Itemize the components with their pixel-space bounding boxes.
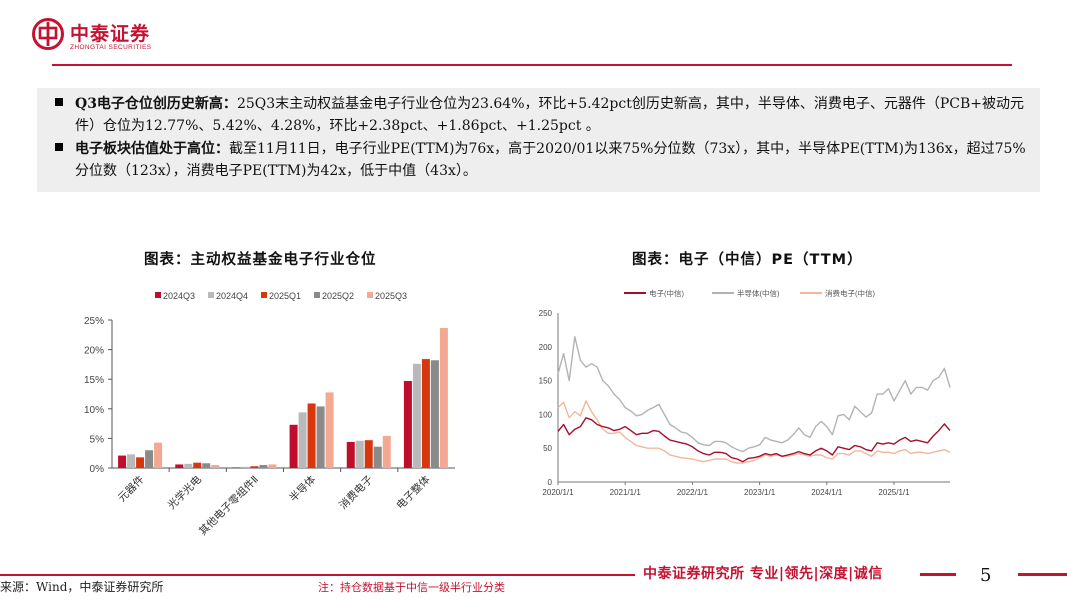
category-label-其他电子零组件Ⅱ: 其他电子零组件Ⅱ xyxy=(196,473,261,538)
bar-2025Q3-光学光电 xyxy=(211,465,220,468)
category-label-电子整体: 电子整体 xyxy=(394,473,433,512)
bar-2025Q2-消费电子 xyxy=(373,446,382,468)
bar-2024Q4-光学光电 xyxy=(184,463,193,468)
footer-rule-right xyxy=(1018,573,1067,576)
bar-2024Q4-元器件 xyxy=(127,454,136,468)
bar-2025Q3-消费电子 xyxy=(382,435,391,468)
fund-position-bar-chart: 2024Q3 2024Q4 2025Q1 2025Q2 2025Q3 25% 20% 15% 1… xyxy=(84,291,455,538)
zhongtai-logo: 中泰证券 ZHONGTAI SECURITIES xyxy=(32,18,252,58)
legend-swatch-2025Q1 xyxy=(261,292,267,298)
category-label-半导体: 半导体 xyxy=(287,473,319,505)
legend-label-2025Q2: 2025Q2 xyxy=(322,291,354,301)
bar-2025Q3-半导体 xyxy=(325,392,334,468)
bar-2025Q3-其他电子零组件Ⅱ xyxy=(268,464,277,468)
x-tick-label: 2020/1/1 xyxy=(542,488,574,497)
summary-bullet-1: Q3电子仓位创历史新高：25Q3末主动权益基金电子行业仓位为23.64%，环比+… xyxy=(47,93,1027,137)
legend-swatch-2025Q2 xyxy=(314,292,320,298)
bar-2025Q1-电子整体 xyxy=(421,359,430,468)
pe-ttm-line-chart: 电子(中信) 半导体(中信) 消费电子(中信) 250 200 150 100 50 02020… xyxy=(539,288,951,497)
logo-mark-icon xyxy=(32,18,64,50)
bullet-1-heading: Q3电子仓位创历史新高： xyxy=(75,96,237,112)
x-tick-label: 2024/1/1 xyxy=(811,488,843,497)
y-tick-label: 15% xyxy=(84,375,104,386)
y-tick-label: 100 xyxy=(539,410,553,419)
page-number: 5 xyxy=(980,565,992,586)
y-tick-label: 20% xyxy=(84,346,104,357)
bar-2025Q2-半导体 xyxy=(316,406,325,468)
category-label-消费电子: 消费电子 xyxy=(336,473,375,512)
y-tick-label: 10% xyxy=(84,405,104,416)
bar-2024Q4-半导体 xyxy=(298,412,307,468)
bar-2025Q1-其他电子零组件Ⅱ xyxy=(250,466,259,468)
bar-2025Q3-元器件 xyxy=(154,442,163,468)
legend-label-电子(中信): 电子(中信) xyxy=(649,288,684,298)
brand-name: 中泰证券 xyxy=(70,23,151,45)
legend-label-半导体(中信): 半导体(中信) xyxy=(737,288,780,298)
chart2-title: 图表：电子（中信）PE（TTM） xyxy=(632,252,863,268)
legend-label-2024Q3: 2024Q3 xyxy=(163,291,195,301)
source-note: 来源：Wind，中泰证券研究所 xyxy=(0,580,164,594)
y-tick-label: 200 xyxy=(539,343,553,352)
category-label-元器件: 元器件 xyxy=(116,474,147,505)
bullet-square-icon xyxy=(55,143,63,151)
series-line-电子(中信) xyxy=(557,417,951,463)
legend-label-2024Q4: 2024Q4 xyxy=(216,291,248,301)
bar-2024Q4-其他电子零组件Ⅱ xyxy=(241,466,250,468)
legend-swatch-2025Q3 xyxy=(367,292,373,298)
bar-2025Q2-其他电子零组件Ⅱ xyxy=(259,465,268,468)
bar-2024Q3-半导体 xyxy=(289,424,298,468)
bullet-square-icon xyxy=(55,98,63,106)
y-tick-label: 0% xyxy=(90,464,105,475)
category-label-光学光电: 光学光电 xyxy=(165,473,204,512)
bar-2025Q2-电子整体 xyxy=(430,360,439,468)
bar-2025Q2-光学光电 xyxy=(202,463,211,468)
bar-2024Q3-消费电子 xyxy=(346,441,355,468)
y-tick-label: 0 xyxy=(548,478,553,487)
y-tick-label: 25% xyxy=(84,316,104,327)
footer-rule-left xyxy=(0,574,635,576)
bar-2025Q1-半导体 xyxy=(307,403,316,468)
series-line-消费电子(中信) xyxy=(557,400,951,464)
legend-label-2025Q3: 2025Q3 xyxy=(375,291,407,301)
bullet-2-heading: 电子板块估值处于高位： xyxy=(75,141,229,157)
bar-2024Q3-其他电子零组件Ⅱ xyxy=(232,467,241,468)
bar-2024Q3-光学光电 xyxy=(175,464,184,468)
footnote: 注：持仓数据基于中信一级半行业分类 xyxy=(318,581,505,594)
y-tick-label: 250 xyxy=(539,309,553,318)
series-line-半导体(中信) xyxy=(557,336,951,453)
footer-rule-dash xyxy=(920,573,956,576)
bullet-1-text: 25Q3末主动权益基金电子行业仓位为23.64%，环比+5.42pct创历史新高… xyxy=(75,96,1024,134)
bar-2024Q4-电子整体 xyxy=(412,363,421,468)
bar-2025Q1-消费电子 xyxy=(364,440,373,468)
legend-swatch-2024Q4 xyxy=(208,292,214,298)
header-rule xyxy=(52,64,1012,66)
y-tick-label: 5% xyxy=(90,434,105,445)
bar-2025Q3-电子整体 xyxy=(439,328,448,468)
y-tick-label: 50 xyxy=(543,444,552,453)
bar-2025Q1-光学光电 xyxy=(193,462,202,468)
bar-2024Q3-电子整体 xyxy=(403,380,412,468)
chart1-title: 图表：主动权益基金电子行业仓位 xyxy=(144,252,377,268)
x-tick-label: 2025/1/1 xyxy=(878,488,910,497)
x-tick-label: 2022/1/1 xyxy=(677,488,709,497)
bar-2024Q3-元器件 xyxy=(118,455,127,468)
summary-bullet-2: 电子板块估值处于高位：截至11月11日，电子行业PE(TTM)为76x，高于20… xyxy=(47,138,1027,182)
brand-name-en: ZHONGTAI SECURITIES xyxy=(70,44,152,51)
bullet-2-text: 截至11月11日，电子行业PE(TTM)为76x，高于2020/01以来75%分… xyxy=(75,141,1026,179)
summary-box: Q3电子仓位创历史新高：25Q3末主动权益基金电子行业仓位为23.64%，环比+… xyxy=(37,88,1040,192)
bar-2025Q1-元器件 xyxy=(136,457,145,468)
legend-swatch-2024Q3 xyxy=(155,292,161,298)
y-tick-label: 150 xyxy=(539,377,553,386)
bar-2024Q4-消费电子 xyxy=(355,440,364,468)
x-tick-label: 2023/1/1 xyxy=(744,488,776,497)
footer-brand: 中泰证券研究所 专业|领先|深度|诚信 xyxy=(643,566,883,582)
x-tick-label: 2021/1/1 xyxy=(610,488,642,497)
legend-label-2025Q1: 2025Q1 xyxy=(269,291,301,301)
legend-label-消费电子(中信): 消费电子(中信) xyxy=(825,288,875,298)
bar-2025Q2-元器件 xyxy=(145,450,154,468)
